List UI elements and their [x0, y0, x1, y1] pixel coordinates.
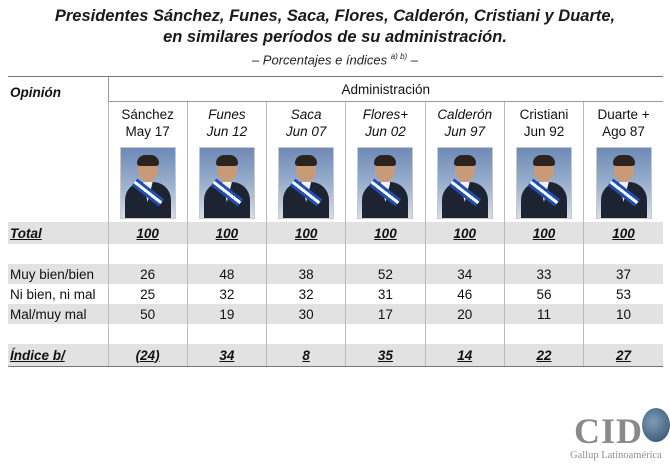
president-portrait-icon — [436, 147, 493, 219]
president-header-duarte: Duarte + Ago 87 — [583, 101, 663, 144]
president-header-calderon: Calderón Jun 97 — [424, 101, 505, 144]
total-row: Total 100 100 100 100 100 100 100 — [8, 222, 663, 244]
total-value: 100 — [266, 222, 346, 244]
total-value: 100 — [107, 222, 188, 244]
president-portrait-icon — [357, 147, 414, 219]
cell-value: 32 — [266, 284, 346, 304]
cell-value: 48 — [186, 264, 267, 284]
subtitle-end: – — [407, 52, 419, 68]
row-label: Mal/muy mal — [8, 304, 109, 324]
cell-value: 52 — [345, 264, 426, 284]
subtitle-footnote-marks: a) b) — [390, 52, 408, 61]
cell-value: 31 — [345, 284, 426, 304]
subtitle: – Porcentajes e índices a) b) – — [0, 48, 670, 68]
row-label: Muy bien/bien — [8, 264, 109, 284]
table-row: Mal/muy mal 50 19 30 17 20 11 10 — [8, 304, 663, 324]
cell-value: 11 — [503, 304, 584, 324]
globe-icon — [642, 408, 670, 442]
index-value: 35 — [345, 344, 426, 367]
photo-cell — [583, 144, 663, 222]
total-label: Total — [8, 222, 109, 244]
row-label: Ni bien, ni mal — [10, 286, 96, 302]
president-name: Sánchez — [121, 107, 174, 122]
president-period: Jun 02 — [365, 124, 406, 139]
president-portrait-icon — [198, 147, 255, 219]
cell-value: 26 — [107, 264, 188, 284]
photo-cell — [107, 144, 188, 222]
header-row: Opinión Administración — [8, 76, 663, 222]
president-period: Jun 12 — [206, 124, 248, 139]
cell-value: 56 — [503, 284, 584, 304]
title-line-1: Presidentes Sánchez, Funes, Saca, Flores… — [54, 7, 616, 25]
logo-subtitle: Gallup Latinoamérica — [570, 450, 662, 461]
report-title: Presidentes Sánchez, Funes, Saca, Flores… — [0, 6, 670, 68]
table-row: Ni bien, ni mal 25 32 32 31 46 56 53 — [8, 284, 663, 304]
logo-name: CID — [574, 411, 644, 451]
total-value: 100 — [345, 222, 426, 244]
president-names-row: Sánchez May 17 Funes Jun 12 Saca Jun 07 Flo… — [8, 101, 663, 144]
president-portrait-icon — [119, 147, 176, 219]
photo-cell — [266, 144, 346, 222]
president-name: Flores+ — [362, 107, 409, 122]
index-value: 34 — [186, 344, 267, 367]
index-row: Índice b/ (24) 34 8 35 14 22 27 — [8, 344, 663, 367]
results-table: Opinión Administración Sánchez May 17 Fun… — [8, 76, 663, 367]
president-name: Saca — [290, 107, 322, 122]
total-value: 100 — [503, 222, 584, 244]
president-portrait-icon — [595, 147, 652, 219]
cell-value: 37 — [583, 264, 663, 284]
index-value: 8 — [266, 344, 346, 367]
cell-value: 50 — [107, 304, 188, 324]
index-value: 14 — [424, 344, 505, 367]
total-value: 100 — [186, 222, 267, 244]
cell-value: 30 — [266, 304, 346, 324]
photo-cell — [345, 144, 426, 222]
cell-value: 20 — [424, 304, 505, 324]
administration-header: Administración — [107, 76, 663, 102]
president-period: May 17 — [125, 124, 170, 139]
cell-value: 34 — [424, 264, 505, 284]
cell-value: 32 — [186, 284, 267, 304]
cell-value: 10 — [583, 304, 663, 324]
cid-gallup-logo: CID Gallup Latinoamérica — [568, 408, 670, 470]
cell-value: 33 — [503, 264, 584, 284]
photo-cell — [424, 144, 505, 222]
president-period: Ago 87 — [602, 124, 645, 139]
president-header-sanchez: Sánchez May 17 — [107, 101, 188, 144]
cell-value: 19 — [186, 304, 267, 324]
opinion-header: Opinión — [8, 76, 109, 222]
total-value: 100 — [583, 222, 663, 244]
cell-value: 53 — [583, 284, 663, 304]
president-header-flores: Flores+ Jun 02 — [345, 101, 426, 144]
president-header-cristiani: Cristiani Jun 92 — [503, 101, 584, 144]
spacer-row — [8, 324, 663, 344]
index-value: (24) — [107, 344, 188, 367]
president-name: Duarte + — [597, 107, 650, 122]
president-portrait-icon — [278, 147, 335, 219]
cell-value: 46 — [424, 284, 505, 304]
president-name: Funes — [208, 107, 246, 122]
president-period: Jun 92 — [523, 124, 565, 139]
cell-value: 38 — [266, 264, 346, 284]
photo-cell — [503, 144, 584, 222]
president-period: Jun 97 — [444, 124, 485, 139]
president-header-saca: Saca Jun 07 — [266, 101, 346, 144]
photo-cell — [186, 144, 267, 222]
table-row: Muy bien/bien 26 48 38 52 34 33 37 — [8, 264, 663, 284]
index-value: 27 — [583, 344, 663, 367]
index-label: Índice b/ — [8, 344, 109, 367]
president-name: Calderón — [437, 107, 493, 122]
cell-value: 17 — [345, 304, 426, 324]
president-period: Jun 07 — [285, 124, 327, 139]
president-header-funes: Funes Jun 12 — [186, 101, 267, 144]
president-name: Cristiani — [519, 107, 569, 122]
photos-row — [8, 144, 663, 222]
title-line-2: en similares períodos de su administraci… — [163, 28, 507, 46]
subtitle-text: – Porcentajes e índices — [251, 52, 388, 68]
index-value: 22 — [503, 344, 584, 367]
president-portrait-icon — [515, 147, 572, 219]
spacer-row — [8, 244, 663, 264]
cell-value: 25 — [107, 284, 188, 304]
total-value: 100 — [424, 222, 505, 244]
